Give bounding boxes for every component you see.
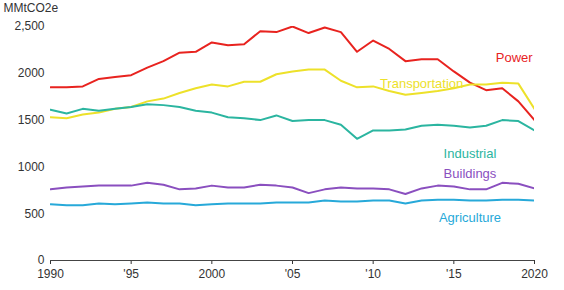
- svg-text:1990: 1990: [37, 267, 64, 281]
- svg-text:Buildings: Buildings: [444, 166, 497, 181]
- svg-text:Power: Power: [496, 50, 534, 65]
- svg-text:Industrial: Industrial: [444, 146, 497, 161]
- svg-text:'95: '95: [123, 267, 139, 281]
- svg-text:1000: 1000: [18, 160, 45, 174]
- svg-text:2000: 2000: [198, 267, 225, 281]
- svg-text:'05: '05: [285, 267, 301, 281]
- svg-text:0: 0: [38, 253, 45, 267]
- svg-text:Agriculture: Agriculture: [439, 210, 501, 225]
- svg-text:2,500: 2,500: [14, 19, 44, 33]
- svg-text:2000: 2000: [18, 66, 45, 80]
- svg-text:'15: '15: [446, 267, 462, 281]
- svg-text:'10: '10: [365, 267, 381, 281]
- svg-text:500: 500: [24, 207, 44, 221]
- svg-text:MMtCO2e: MMtCO2e: [4, 1, 59, 15]
- svg-text:Transportation: Transportation: [380, 76, 463, 91]
- svg-text:2020: 2020: [521, 267, 548, 281]
- svg-text:1500: 1500: [18, 113, 45, 127]
